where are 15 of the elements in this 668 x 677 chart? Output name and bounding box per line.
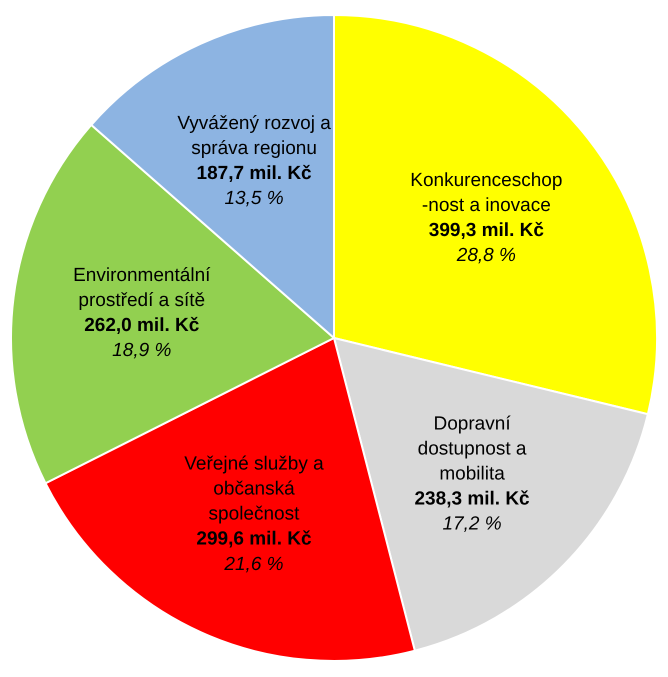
data-label: 262,0 mil. Kč — [84, 315, 200, 336]
slice-label: Veřejné služby a občanská společnost — [184, 454, 324, 525]
slice-label: Konkurenceschop -nost a inovace — [410, 170, 562, 216]
data-label: 299,6 mil. Kč — [196, 528, 312, 550]
text: 13,5 % — [224, 188, 284, 210]
data-label: 187,7 mil. Kč — [196, 163, 312, 184]
slice-label: Dopravní dostupnost a mobilita — [418, 413, 527, 484]
text: 21,6 % — [223, 554, 284, 575]
text: 17,2 % — [442, 513, 502, 534]
slice-label: Vyvážený rozvoj a správa regionu — [177, 113, 332, 160]
slice-label: Environmentální prostředí a sítě — [73, 265, 212, 312]
data-label: 399,3 mil. Kč — [428, 220, 544, 241]
data-label: 238,3 mil. Kč — [414, 488, 530, 510]
text: 28,8 % — [456, 244, 516, 266]
text: 18,9 % — [112, 340, 172, 362]
